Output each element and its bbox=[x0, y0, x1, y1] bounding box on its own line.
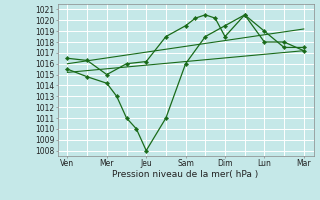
X-axis label: Pression niveau de la mer( hPa ): Pression niveau de la mer( hPa ) bbox=[112, 170, 259, 179]
